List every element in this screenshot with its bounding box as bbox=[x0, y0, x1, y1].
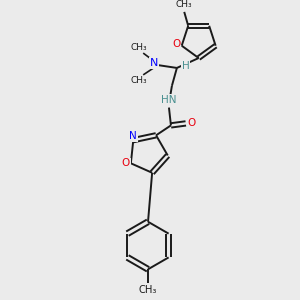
Text: O: O bbox=[122, 158, 130, 168]
Text: CH₃: CH₃ bbox=[176, 1, 193, 10]
Text: O: O bbox=[188, 118, 196, 128]
Text: CH₃: CH₃ bbox=[131, 76, 148, 85]
Text: H: H bbox=[182, 61, 190, 71]
Text: N: N bbox=[129, 131, 137, 141]
Text: N: N bbox=[150, 58, 158, 68]
Text: CH₃: CH₃ bbox=[139, 285, 157, 295]
Text: CH₃: CH₃ bbox=[131, 43, 148, 52]
Text: O: O bbox=[172, 39, 181, 49]
Text: HN: HN bbox=[161, 94, 177, 105]
